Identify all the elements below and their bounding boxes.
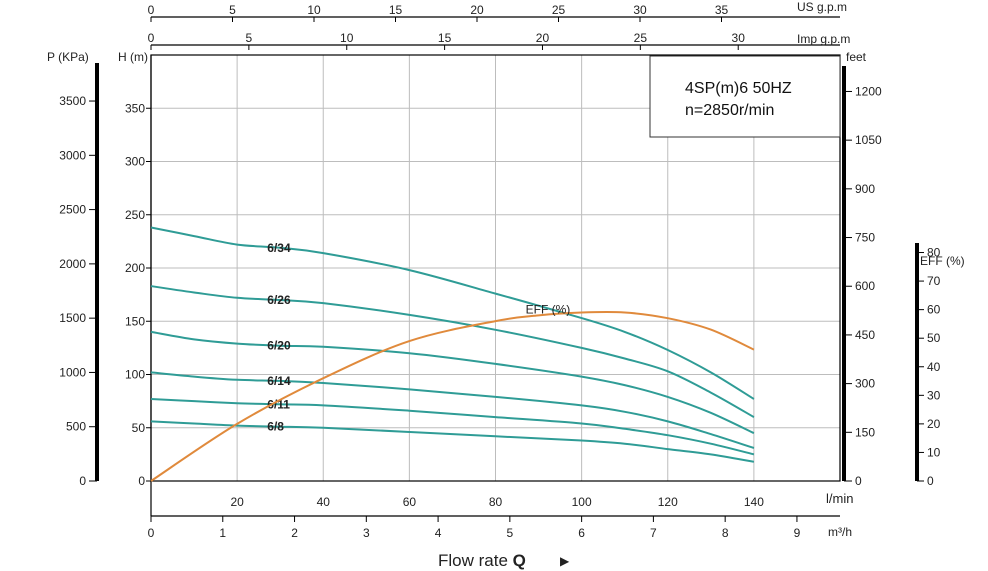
m3h-tick-label: 3: [363, 526, 370, 540]
feet-tick-label: 300: [855, 377, 875, 391]
efficiency-tick-label: 10: [927, 445, 941, 459]
head-tick-label: 150: [125, 314, 145, 328]
lmin-tick-label: 100: [572, 495, 592, 509]
impgpm-tick-label: 0: [148, 31, 155, 45]
efficiency-unit-label: EFF (%): [920, 254, 965, 268]
efficiency-tick-label: 70: [927, 274, 941, 288]
usgpm-tick-label: 10: [307, 3, 321, 17]
m3h-tick-label: 9: [794, 526, 801, 540]
pressure-tick-label: 2000: [59, 257, 86, 271]
efficiency-tick-label: 20: [927, 417, 941, 431]
pressure-tick-label: 3500: [59, 94, 86, 108]
impgpm-tick-label: 25: [634, 31, 648, 45]
feet-tick-label: 1200: [855, 84, 882, 98]
usgpm-tick-label: 25: [552, 3, 566, 17]
m3h-tick-label: 4: [435, 526, 442, 540]
pressure-tick-label: 500: [66, 420, 86, 434]
impgpm-tick-label: 30: [732, 31, 746, 45]
m3h-tick-label: 0: [148, 526, 155, 540]
pressure-tick-label: 1500: [59, 311, 86, 325]
flow-arrow-icon: ▶: [560, 554, 570, 568]
efficiency-tick-label: 60: [927, 303, 941, 317]
efficiency-tick-label: 80: [927, 246, 941, 260]
m3h-unit-label: m³/h: [828, 525, 852, 539]
m3h-tick-label: 6: [578, 526, 585, 540]
m3h-tick-label: 1: [219, 526, 226, 540]
pressure-tick-label: 2500: [59, 203, 86, 217]
usgpm-tick-label: 5: [229, 3, 236, 17]
impgpm-tick-label: 5: [246, 31, 253, 45]
model-label: 4SP(m)6 50HZ: [685, 80, 792, 97]
impgpm-unit-label: Imp g.p.m: [797, 32, 850, 46]
usgpm-tick-label: 30: [633, 3, 647, 17]
m3h-tick-label: 2: [291, 526, 298, 540]
feet-tick-label: 450: [855, 328, 875, 342]
speed-label: n=2850r/min: [685, 102, 774, 119]
head-tick-label: 50: [132, 421, 146, 435]
usgpm-unit-label: US g.p.m: [797, 0, 847, 14]
feet-tick-label: 150: [855, 425, 875, 439]
lmin-tick-label: 140: [744, 495, 764, 509]
m3h-tick-label: 7: [650, 526, 657, 540]
head-curve-6-14: [150, 371, 755, 449]
lmin-tick-label: 20: [230, 495, 244, 509]
impgpm-tick-label: 10: [340, 31, 354, 45]
info-box: [649, 55, 841, 138]
efficiency-tick-label: 50: [927, 331, 941, 345]
usgpm-tick-label: 20: [470, 3, 484, 17]
head-tick-label: 0: [138, 474, 145, 488]
efficiency-tick-label: 0: [927, 474, 934, 488]
head-tick-label: 350: [125, 101, 145, 115]
m3h-tick-label: 8: [722, 526, 729, 540]
feet-tick-label: 900: [855, 182, 875, 196]
head-curves: 6/34 6/26 6/20 6/14 6/11 6/8: [150, 226, 755, 463]
curve-label-6-34: 6/34: [267, 241, 291, 255]
head-tick-label: 300: [125, 155, 145, 169]
head-curve-6-20: [150, 330, 755, 435]
feet-tick-label: 0: [855, 474, 862, 488]
usgpm-tick-label: 0: [148, 3, 155, 17]
flow-rate-title-text: Flow rate: [438, 551, 513, 570]
pressure-tick-label: 1000: [59, 365, 86, 379]
feet-unit-label: feet: [846, 50, 867, 64]
efficiency-tick-label: 40: [927, 360, 941, 374]
lmin-unit-label: l/min: [826, 491, 853, 506]
head-tick-label: 200: [125, 261, 145, 275]
pressure-unit-label: P (KPa): [47, 50, 89, 64]
efficiency-curve-label: EFF (%): [526, 302, 571, 316]
impgpm-tick-label: 20: [536, 31, 550, 45]
efficiency-tick-label: 30: [927, 388, 941, 402]
curve-label-6-14: 6/14: [267, 374, 291, 388]
lmin-tick-label: 60: [403, 495, 417, 509]
flow-rate-q-symbol: Q: [513, 551, 526, 570]
curve-label-6-20: 6/20: [267, 339, 291, 353]
head-unit-label: H (m): [118, 50, 148, 64]
head-tick-label: 250: [125, 208, 145, 222]
efficiency-curve-group: EFF (%): [150, 302, 755, 482]
lmin-tick-label: 120: [658, 495, 678, 509]
head-curve-6-8: [150, 420, 755, 463]
head-curve-6-26: [150, 285, 755, 418]
curve-label-6-26: 6/26: [267, 293, 291, 307]
pressure-tick-label: 3000: [59, 148, 86, 162]
lmin-tick-label: 40: [317, 495, 331, 509]
usgpm-tick-label: 15: [389, 3, 403, 17]
feet-tick-label: 600: [855, 279, 875, 293]
m3h-tick-label: 5: [507, 526, 514, 540]
efficiency-curve: [150, 310, 755, 482]
feet-tick-label: 1050: [855, 133, 882, 147]
impgpm-tick-label: 15: [438, 31, 452, 45]
head-curve-6-11: [150, 398, 755, 456]
curve-label-6-11: 6/11: [267, 397, 290, 411]
flow-rate-title: Flow rate Q: [438, 551, 526, 570]
usgpm-tick-label: 35: [715, 3, 729, 17]
lmin-tick-label: 80: [489, 495, 503, 509]
feet-tick-label: 750: [855, 231, 875, 245]
head-tick-label: 100: [125, 368, 145, 382]
head-curve-6-34: [150, 226, 755, 400]
curve-label-6-8: 6/8: [267, 420, 284, 434]
pressure-tick-label: 0: [79, 474, 86, 488]
